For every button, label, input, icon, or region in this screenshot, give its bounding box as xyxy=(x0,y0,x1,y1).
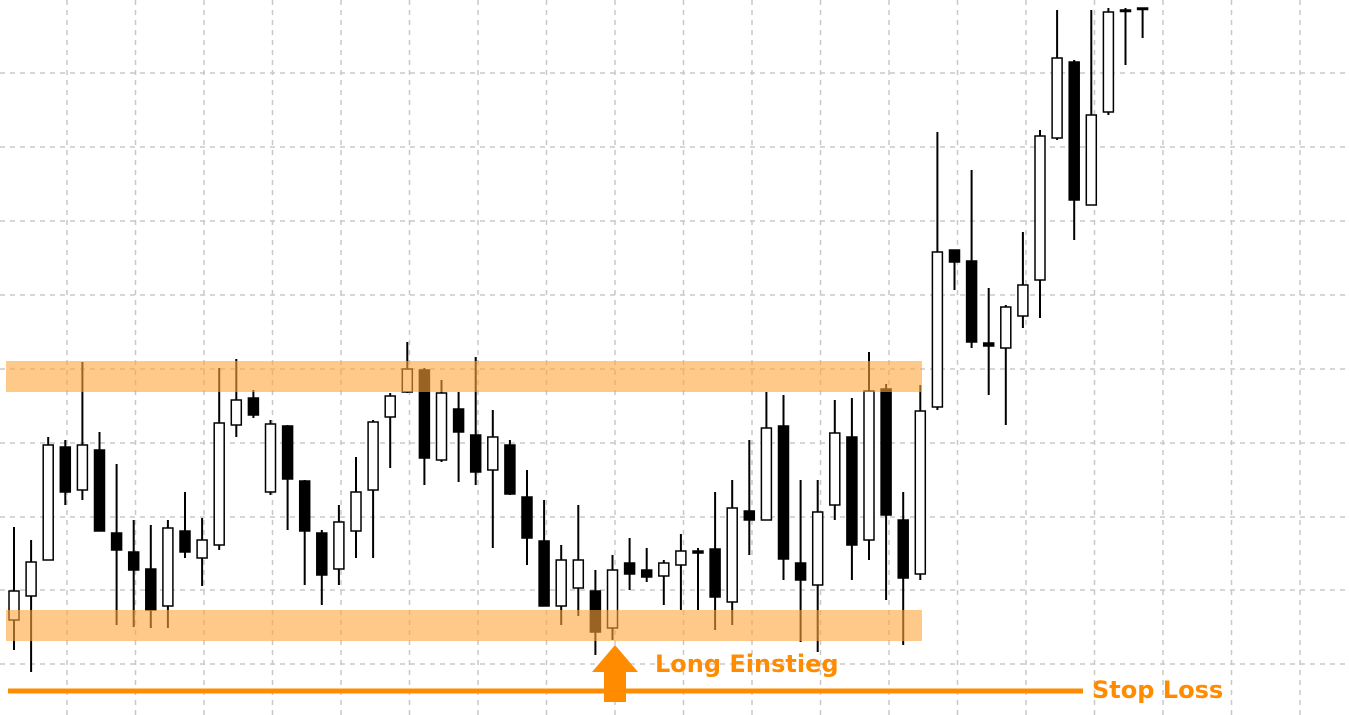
vertical-grid xyxy=(66,0,1301,715)
candle-body xyxy=(504,444,516,495)
candle-body xyxy=(777,425,790,560)
candle-body xyxy=(829,432,841,506)
candle-body xyxy=(264,423,277,493)
candle-body xyxy=(298,480,311,532)
stop-loss-label: Stop Loss xyxy=(1092,676,1223,704)
candle-body xyxy=(675,550,687,566)
candle-body xyxy=(25,561,37,597)
candle-body xyxy=(1119,9,1132,13)
entry-arrow xyxy=(592,645,638,702)
candle-body xyxy=(230,399,243,426)
candle-body xyxy=(880,388,892,516)
candle-body xyxy=(1000,306,1012,349)
candle-body xyxy=(452,408,465,433)
candle-body xyxy=(709,548,721,598)
candle-body xyxy=(179,530,191,553)
candle-body xyxy=(384,395,396,418)
candle-body xyxy=(213,422,225,546)
plot: Stop Loss xyxy=(0,7,1349,704)
candle-body xyxy=(658,562,670,577)
candle-body xyxy=(333,521,345,570)
candle-body xyxy=(982,342,995,347)
candle-body xyxy=(316,532,328,576)
candle-body xyxy=(42,444,54,561)
candle-body xyxy=(555,559,567,607)
candle-body xyxy=(487,436,499,471)
candle-body xyxy=(59,446,72,493)
price-band xyxy=(6,361,922,392)
candle-body xyxy=(623,562,636,575)
candle-body xyxy=(1085,114,1098,206)
candle-body xyxy=(863,390,875,541)
candle-body xyxy=(572,559,585,589)
entry-label: Long Einstieg xyxy=(655,650,839,678)
candle-body xyxy=(350,491,362,532)
candle-body xyxy=(931,251,944,408)
candle-body xyxy=(281,425,294,480)
candle-body xyxy=(1034,135,1046,281)
candle-body xyxy=(145,568,157,611)
candle-body xyxy=(726,507,738,603)
candle-body xyxy=(640,569,653,578)
candle-body xyxy=(794,562,807,581)
candle-body xyxy=(367,421,379,491)
candle-body xyxy=(811,511,824,586)
candle-body xyxy=(1102,11,1115,113)
candle-body xyxy=(127,551,140,571)
candle-body xyxy=(435,392,448,461)
candle-body xyxy=(914,410,927,575)
candle-body xyxy=(538,540,550,607)
price-band xyxy=(6,610,922,641)
candle-body xyxy=(1068,61,1080,201)
candle-body xyxy=(93,449,106,532)
candle-body xyxy=(1136,7,1149,11)
candle-body xyxy=(743,510,756,521)
candle-body xyxy=(1051,57,1063,139)
candle-body xyxy=(110,532,123,551)
candle-body xyxy=(948,249,961,263)
candle-body xyxy=(76,444,89,491)
candle-body xyxy=(196,539,208,559)
candle-body xyxy=(1017,284,1029,317)
candle-body xyxy=(521,496,533,539)
candle-body xyxy=(760,427,773,521)
candle-body xyxy=(247,397,260,416)
candle-body xyxy=(965,260,978,343)
candle-body xyxy=(846,436,858,546)
candle-body xyxy=(469,434,482,473)
candle-body xyxy=(162,527,174,607)
candle-body xyxy=(897,519,909,579)
candle-body xyxy=(692,550,704,554)
